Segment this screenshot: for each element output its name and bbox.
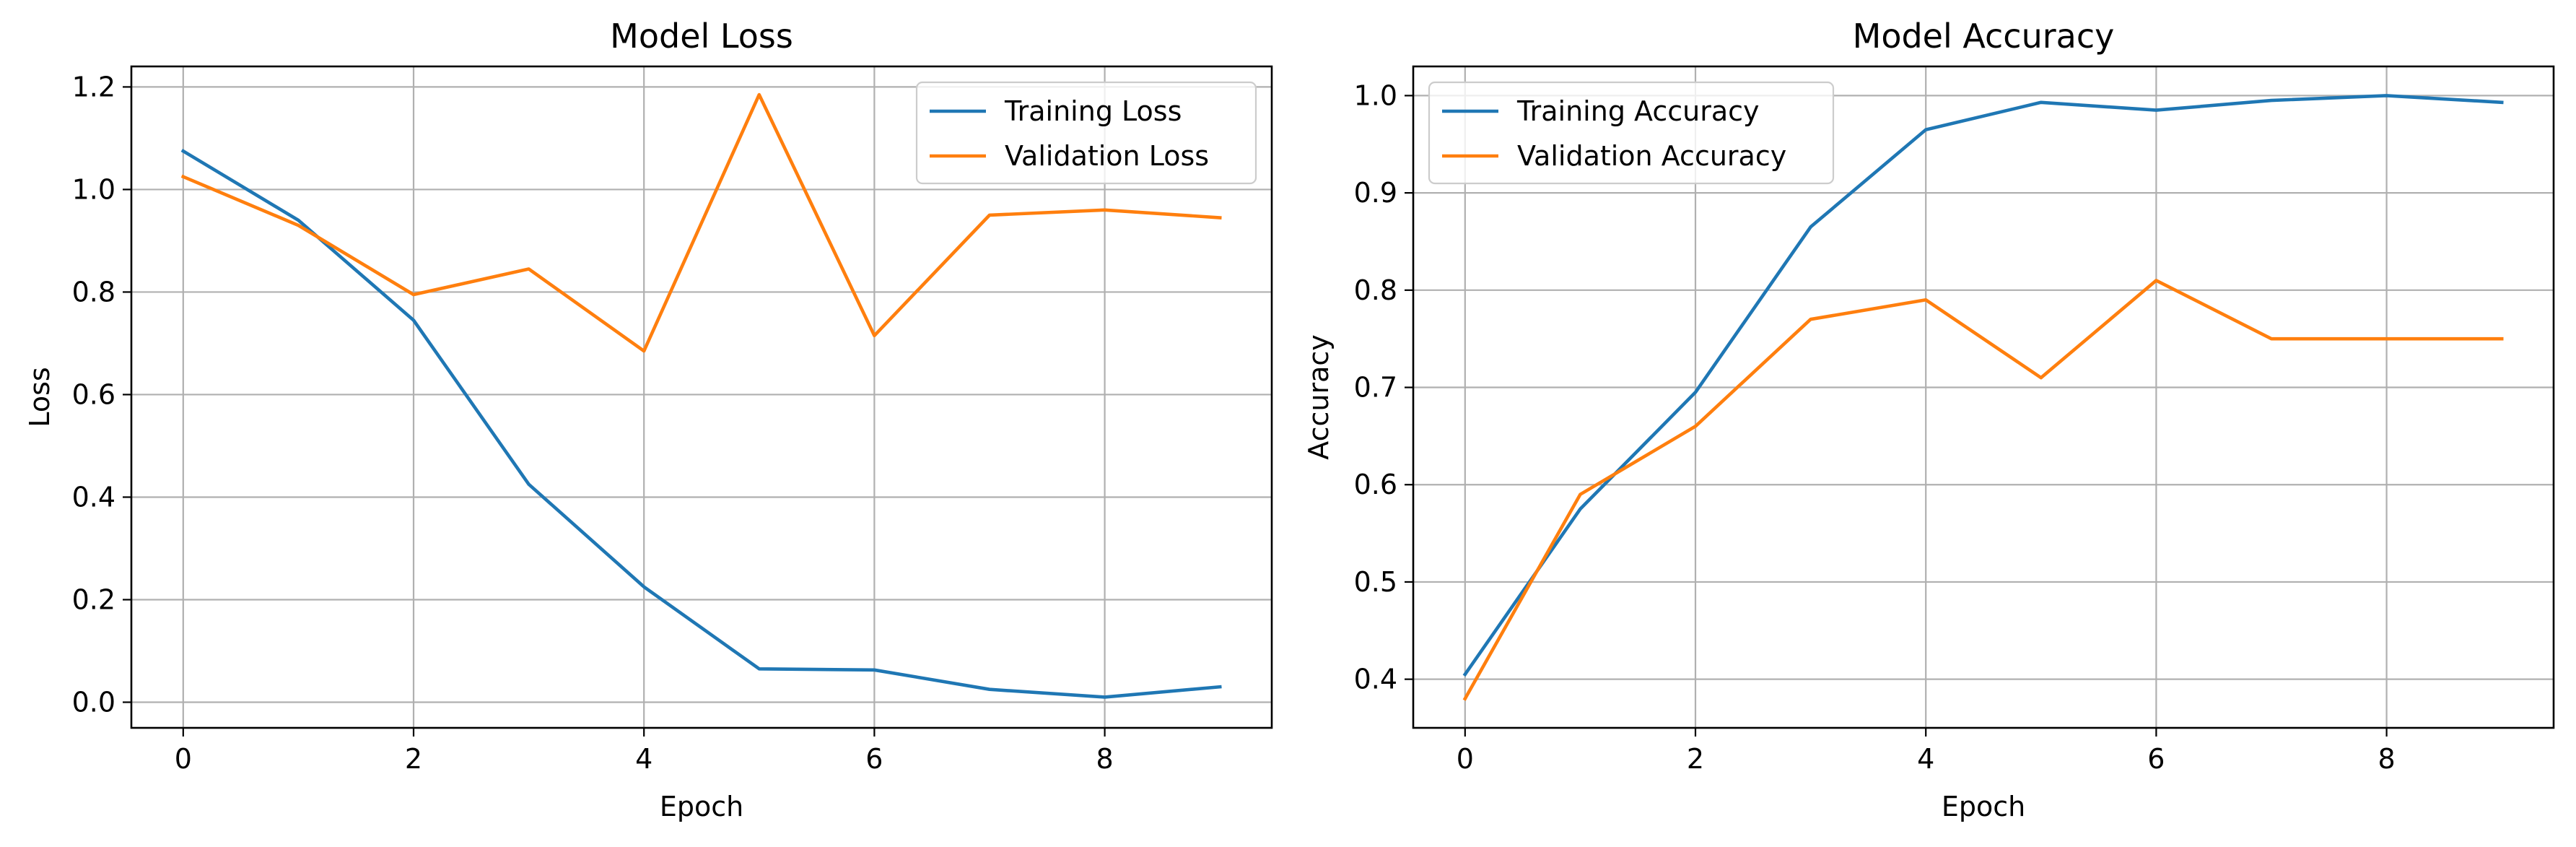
y-tick-label: 0.8 — [1354, 274, 1397, 306]
series-line-validation-loss — [180, 92, 1222, 353]
y-tick-label: 0.9 — [1354, 177, 1397, 209]
x-tick-label: 2 — [405, 743, 422, 775]
y-tick-label: 1.0 — [72, 173, 115, 205]
y-tick-label: 0.0 — [72, 686, 115, 718]
y-axis-label: Loss — [24, 367, 56, 427]
series-line-validation-accuracy — [1462, 279, 2504, 701]
y-tick-label: 0.2 — [72, 583, 115, 615]
axes-frame — [130, 65, 1273, 729]
x-tick-label: 8 — [1096, 743, 1113, 775]
x-tick-label: 6 — [865, 743, 883, 775]
x-axis-label: Epoch — [1942, 791, 2025, 822]
x-tick-label: 0 — [1457, 743, 1474, 775]
y-tick-label: 1.0 — [1354, 79, 1397, 111]
legend-box — [1428, 81, 1835, 185]
x-axis-label: Epoch — [660, 791, 743, 822]
legend-box — [915, 81, 1257, 185]
y-tick-label: 1.2 — [72, 71, 115, 103]
legend-label: Training Loss — [1004, 95, 1182, 127]
legend-label: Validation Accuracy — [1517, 140, 1786, 172]
legend: Training Accuracy Validation Accuracy — [1428, 81, 1835, 185]
y-axis-label: Accuracy — [1303, 334, 1335, 460]
y-tick-label: 0.5 — [1354, 566, 1397, 598]
y-tick-label: 0.4 — [72, 481, 115, 513]
y-tick-label: 0.8 — [72, 276, 115, 308]
x-tick-label: 6 — [2147, 743, 2165, 775]
x-tick-label: 4 — [635, 743, 652, 775]
y-tick-label: 0.4 — [1354, 664, 1397, 695]
x-tick-label: 8 — [2378, 743, 2395, 775]
x-tick-label: 0 — [175, 743, 192, 775]
chart-panel-1: 0 2 4 6 8 0.0 0.2 0.4 0.6 0.8 1.0 1.2 Model Loss Epoc… — [24, 17, 1273, 822]
legend-label: Training Accuracy — [1516, 95, 1760, 127]
chart-panel-2: 0 2 4 6 8 0.4 0.5 0.6 0.7 0.8 0.9 1.0 Model Accuracy… — [1303, 17, 2555, 822]
series-line-training-accuracy — [1462, 94, 2504, 677]
series-line-training-loss — [180, 149, 1222, 699]
y-tick-label: 0.6 — [72, 378, 115, 410]
legend-label: Validation Loss — [1005, 140, 1209, 172]
legend: Training Loss Validation Loss — [915, 81, 1257, 185]
chart-title: Model Accuracy — [1853, 17, 2115, 56]
y-tick-label: 0.6 — [1354, 469, 1397, 500]
y-tick-label: 0.7 — [1354, 372, 1397, 404]
x-tick-label: 2 — [1687, 743, 1704, 775]
chart-title: Model Loss — [610, 17, 793, 56]
axes-frame — [1412, 65, 2555, 729]
x-tick-label: 4 — [1917, 743, 1934, 775]
